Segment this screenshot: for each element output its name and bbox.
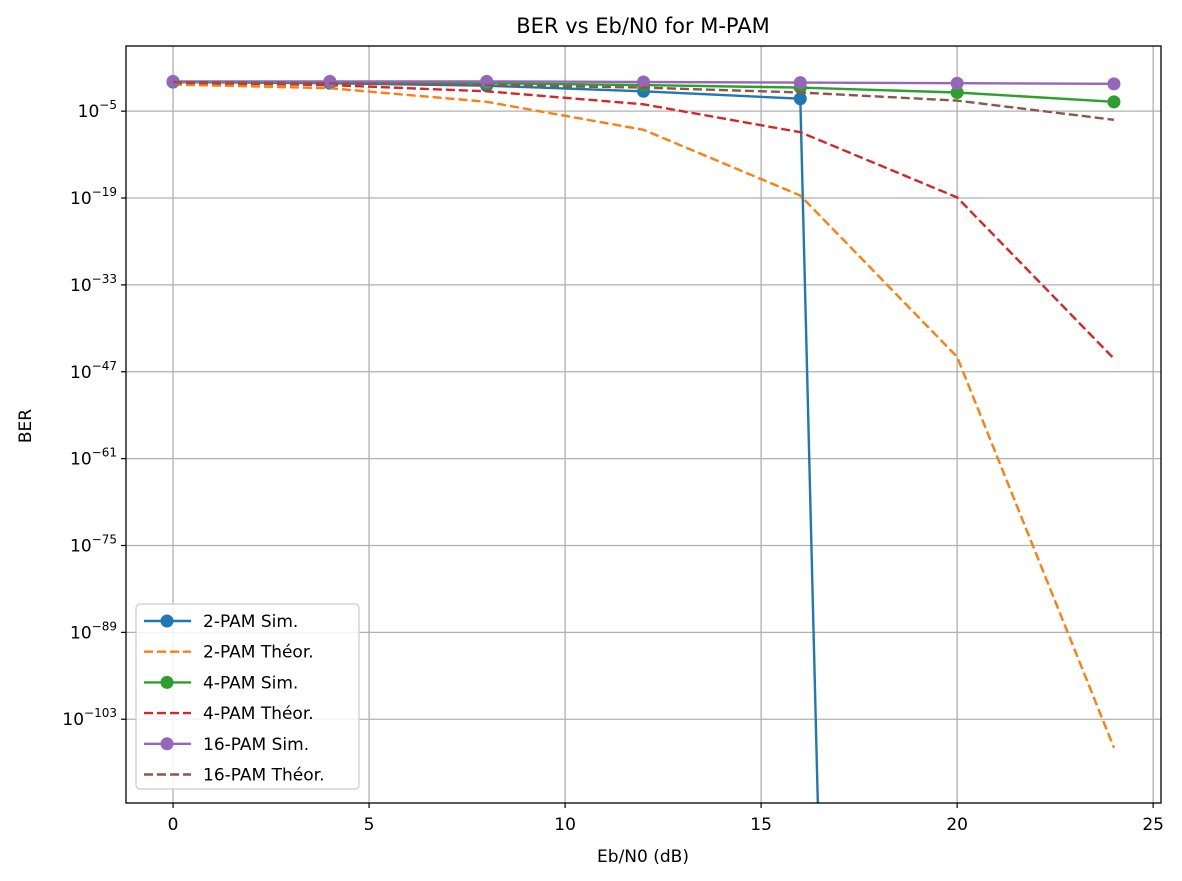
data-point [1107, 95, 1121, 109]
y-tick-label: 10−19 [70, 185, 117, 209]
legend-label: 16-PAM Théor. [203, 766, 324, 786]
data-point [1107, 77, 1121, 91]
data-point [323, 74, 337, 88]
chart-title: BER vs Eb/N0 for M-PAM [516, 14, 769, 38]
legend: 2-PAM Sim. 2-PAM Théor. 4-PAM Sim. 4-PAM Th… [135, 603, 360, 790]
data-point [950, 86, 964, 100]
x-tick-label: 20 [946, 815, 968, 835]
y-tick-label: 10−33 [70, 272, 117, 296]
y-tick-label: 10−75 [70, 532, 117, 556]
x-tick-label: 5 [364, 815, 375, 835]
y-tick-label: 10−103 [62, 706, 117, 730]
y-tick-label: 10−61 [70, 446, 117, 470]
y-axis-label: BER [16, 409, 36, 443]
legend-label: 16-PAM Sim. [203, 735, 309, 755]
x-tick-label: 25 [1142, 815, 1164, 835]
x-tick-label: 0 [168, 815, 179, 835]
x-axis-ticks: 0 5 10 15 20 25 [168, 803, 1164, 835]
legend-label: 2-PAM Sim. [203, 612, 298, 632]
series-line-16-pam-th-or- [172, 80, 1115, 121]
legend-label: 4-PAM Sim. [203, 673, 298, 693]
y-tick-label: 10−47 [70, 359, 117, 383]
series-layer [166, 74, 1121, 803]
legend-label: 4-PAM Théor. [203, 704, 314, 724]
x-tick-label: 15 [750, 815, 772, 835]
x-tick-label: 10 [554, 815, 576, 835]
data-point [637, 75, 650, 89]
x-axis-label: Eb/N0 (dB) [597, 847, 689, 867]
legend-marker [160, 614, 174, 628]
data-point [793, 92, 807, 106]
data-point [950, 76, 964, 90]
grid-lines [126, 46, 1161, 803]
y-tick-label: 10−89 [70, 619, 117, 643]
legend-marker [160, 675, 174, 689]
plot-frame [125, 45, 1162, 804]
y-tick-label: 10−5 [78, 98, 117, 122]
data-point [793, 76, 807, 90]
y-axis-ticks: 10−5 10−19 10−33 10−47 10−61 10−75 10−89 10−103 [62, 98, 126, 730]
legend-label: 2-PAM Théor. [203, 643, 314, 663]
legend-marker [160, 737, 174, 751]
legend-box [135, 603, 360, 790]
